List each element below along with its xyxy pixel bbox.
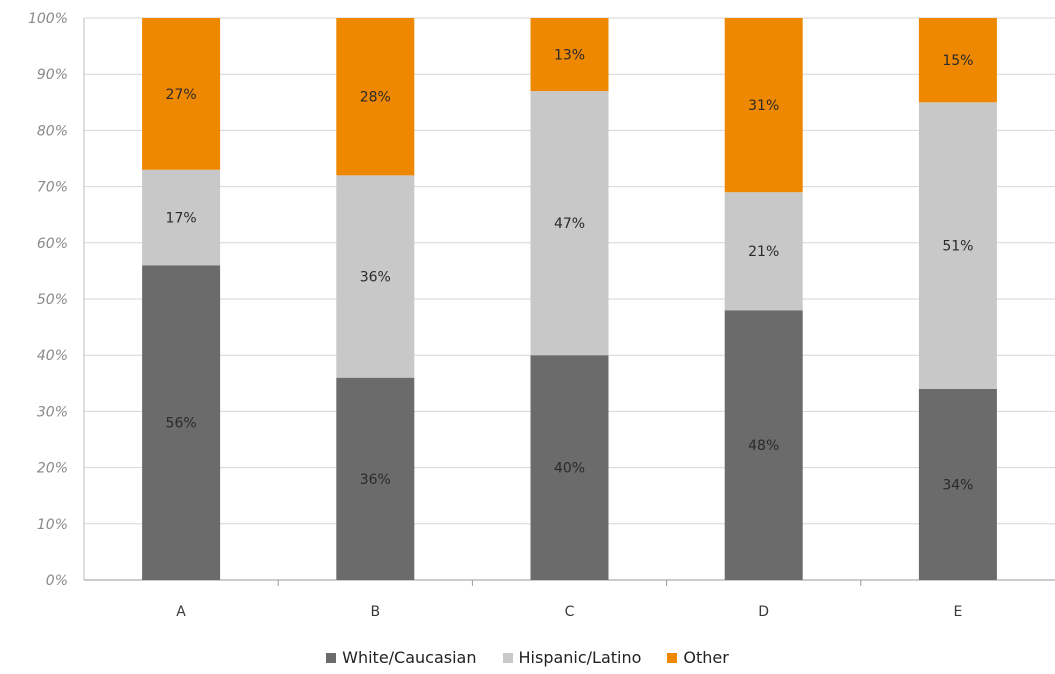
data-label: 56% <box>166 416 197 432</box>
bar-segment-white-caucasian-b <box>336 377 415 580</box>
legend-item: Other <box>667 648 729 667</box>
data-label: 47% <box>554 216 585 232</box>
data-label: 13% <box>554 48 585 64</box>
y-tick-label: 10% <box>37 517 68 533</box>
bar-segment-hispanic-latino-a <box>142 169 221 266</box>
bar-segment-hispanic-latino-d <box>724 192 803 311</box>
bar-segment-white-caucasian-e <box>918 388 997 580</box>
legend: White/Caucasian Hispanic/Latino Other <box>0 648 1055 667</box>
x-tick-label: C <box>565 604 575 620</box>
x-tick-label: A <box>176 604 186 620</box>
y-tick-label: 80% <box>37 123 68 139</box>
bar-segment-white-caucasian-c <box>530 355 609 580</box>
y-tick-label: 20% <box>37 461 68 477</box>
legend-label: Hispanic/Latino <box>518 648 642 667</box>
y-tick-label: 60% <box>37 236 68 252</box>
bar-segment-other-e <box>918 18 997 103</box>
legend-swatch <box>502 652 513 663</box>
legend-item: Hispanic/Latino <box>502 648 642 667</box>
y-tick-label: 50% <box>37 292 68 308</box>
data-label: 51% <box>942 239 973 255</box>
bar-segment-white-caucasian-d <box>724 310 803 580</box>
bar-segment-hispanic-latino-b <box>336 175 415 378</box>
bar-segment-white-caucasian-a <box>142 265 221 580</box>
legend-label: Other <box>683 648 729 667</box>
data-label: 36% <box>360 472 391 488</box>
data-label: 15% <box>942 53 973 69</box>
data-label: 34% <box>942 477 973 493</box>
bar-segment-other-a <box>142 18 221 170</box>
y-tick-label: 90% <box>37 67 68 83</box>
y-tick-label: 0% <box>46 573 68 589</box>
y-tick-label: 70% <box>37 180 68 196</box>
data-label: 31% <box>748 98 779 114</box>
legend-label: White/Caucasian <box>342 648 477 667</box>
data-label: 21% <box>748 244 779 260</box>
x-tick-label: B <box>370 604 380 620</box>
legend-item: White/Caucasian <box>326 648 477 667</box>
data-label: 40% <box>554 461 585 477</box>
bar-segment-other-d <box>724 18 803 193</box>
y-tick-label: 40% <box>37 348 68 364</box>
data-label: 28% <box>360 90 391 106</box>
bar-segment-hispanic-latino-e <box>918 102 997 389</box>
bar-segment-other-b <box>336 18 415 176</box>
data-label: 27% <box>166 87 197 103</box>
y-tick-label: 30% <box>37 404 68 420</box>
bar-segment-other-c <box>530 18 609 92</box>
legend-swatch <box>667 652 678 663</box>
data-label: 48% <box>748 438 779 454</box>
bar-segment-hispanic-latino-c <box>530 91 609 356</box>
legend-swatch <box>326 652 337 663</box>
data-label: 36% <box>360 270 391 286</box>
data-label: 17% <box>166 211 197 227</box>
x-tick-label: D <box>758 604 769 620</box>
stacked-bar-chart: 0% 10% 20% 30% 40% 50% 60% 70% 80% 90% 100% 56% 17% 2… <box>28 11 1055 620</box>
y-tick-label: 100% <box>28 11 68 27</box>
x-tick-label: E <box>953 604 962 620</box>
